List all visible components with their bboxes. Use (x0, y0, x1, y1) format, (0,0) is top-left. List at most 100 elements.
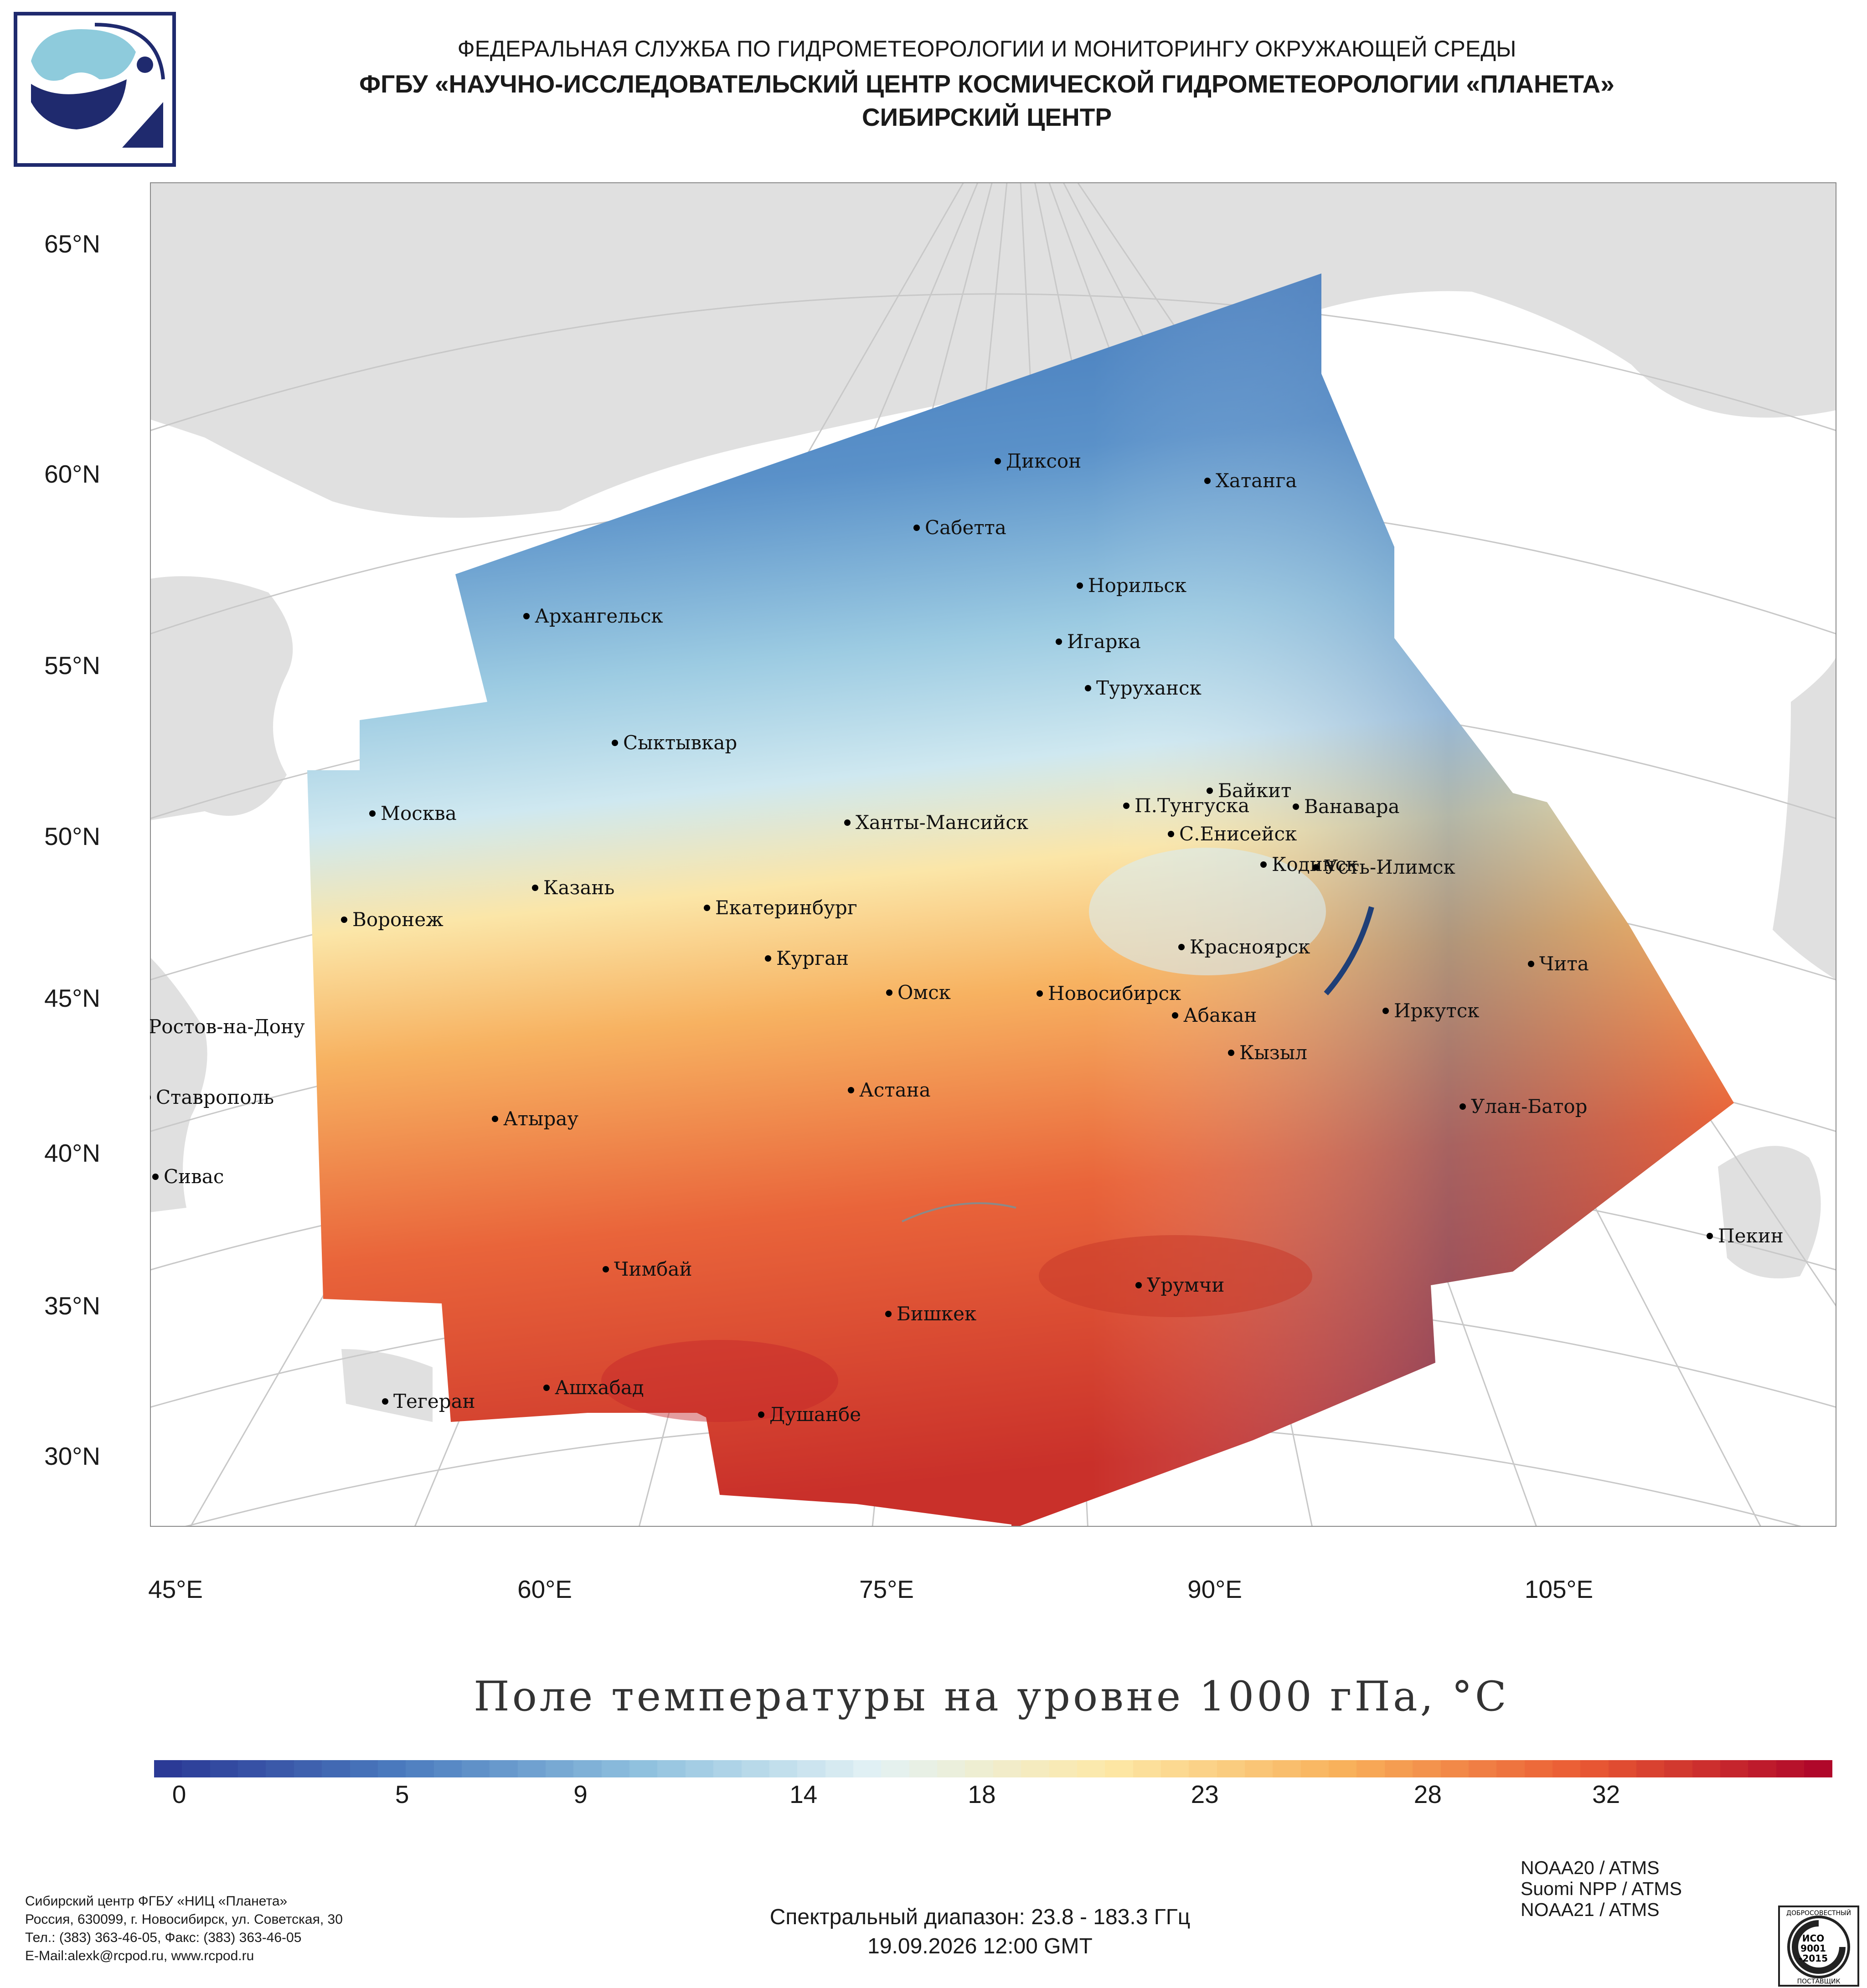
latitude-label: 35°N (44, 1292, 100, 1320)
colorbar-step (1105, 1760, 1133, 1777)
colorbar-step (1496, 1760, 1525, 1777)
latitude-label: 45°N (44, 984, 100, 1012)
colorbar-step (377, 1760, 406, 1777)
colorbar-step (573, 1760, 602, 1777)
city-name: Ванавара (1304, 795, 1400, 818)
center-title: ФГБУ «НАУЧНО-ИССЛЕДОВАТЕЛЬСКИЙ ЦЕНТР КОС… (359, 70, 1614, 98)
colorbar-step (965, 1760, 993, 1777)
city-name: Москва (381, 802, 457, 824)
colorbar-step (461, 1760, 490, 1777)
city-name: Душанбе (769, 1403, 861, 1426)
city-dot (341, 917, 347, 923)
colorbar-step (433, 1760, 462, 1777)
svg-text:ИСО: ИСО (1802, 1933, 1824, 1944)
city-marker: Ставрополь (150, 1086, 274, 1108)
city-name: Ставрополь (156, 1086, 274, 1108)
satellite-item: NOAA21 / ATMS (1521, 1899, 1660, 1920)
colorbar-step (1580, 1760, 1609, 1777)
city-dot (885, 1311, 892, 1317)
city-marker: П.Тунгуска (1123, 794, 1249, 817)
city-name: Чимбай (614, 1258, 692, 1280)
city-name: Сыктывкар (623, 731, 737, 754)
caucasus-land (150, 957, 207, 1212)
city-dot (1260, 861, 1267, 868)
city-dot (1207, 788, 1213, 794)
city-marker: Ханты-Мансийск (844, 811, 1028, 834)
city-dot (1123, 803, 1129, 809)
colorbar-step (210, 1760, 238, 1777)
city-name: Новосибирск (1048, 982, 1181, 1004)
colorbar-step (825, 1760, 853, 1777)
colorbar-step (322, 1760, 350, 1777)
city-name: Сабетта (925, 516, 1006, 539)
city-dot (1313, 864, 1319, 870)
colorbar-tick-label: 28 (1413, 1780, 1442, 1808)
satellite-item: Suomi NPP / ATMS (1521, 1878, 1682, 1899)
colorbar-tick-label: 5 (395, 1780, 409, 1808)
city-marker: Пекин (1707, 1225, 1784, 1247)
city-dot (1085, 685, 1091, 691)
colorbar-step (406, 1760, 434, 1777)
longitude-label: 45°E (148, 1575, 203, 1603)
contact-address: Сибирский центр ФГБУ «НИЦ «Планета» Росс… (25, 1892, 343, 1965)
colorbar-step (657, 1760, 686, 1777)
temperature-map: Диксон Хатанга Сабетта Норильск Архангельск И… (150, 182, 1836, 1527)
city-marker: Диксон (995, 450, 1081, 472)
city-marker: Байкит (1207, 779, 1291, 802)
city-marker: Казань (532, 876, 614, 899)
city-dot (1178, 944, 1185, 950)
colorbar-step (1021, 1760, 1049, 1777)
city-dot (1293, 803, 1299, 810)
city-name: Екатеринбург (715, 896, 857, 919)
city-name: Бишкек (897, 1303, 976, 1325)
spectral-range: Спектральный диапазон: 23.8 - 183.3 ГГц (769, 1905, 1191, 1929)
colorbar-step (1273, 1760, 1301, 1777)
longitude-label: 90°E (1187, 1575, 1242, 1603)
city-marker: Сивас (152, 1165, 224, 1188)
city-name: Диксон (1006, 450, 1081, 472)
east-asia-land (1773, 656, 1836, 980)
planeta-logo-icon (14, 12, 176, 167)
scandinavia-land (150, 576, 293, 820)
observation-datetime: 19.09.2026 12:00 GMT (867, 1934, 1093, 1958)
city-dot (523, 613, 530, 619)
satellite-list: NOAA20 / ATMS Suomi NPP / ATMS NOAA21 / … (1521, 1857, 1682, 1920)
city-dot (1037, 990, 1043, 997)
colorbar-step (769, 1760, 798, 1777)
city-marker: Курган (765, 947, 849, 969)
city-dot (532, 885, 538, 891)
city-marker: Чимбай (603, 1258, 692, 1280)
city-name: Атырау (503, 1107, 578, 1130)
city-name: Иркутск (1394, 999, 1479, 1022)
city-name: Чита (1539, 953, 1589, 975)
latitude-label: 55°N (44, 651, 100, 680)
colorbar-step (1468, 1760, 1497, 1777)
city-name: Тегеран (393, 1390, 475, 1412)
city-marker: Чита (1528, 953, 1589, 975)
iso-certificate-icon: ДОБРОСОВЕСТНЫЙ ИСО 9001 -2015 ПОСТАВЩИК (1778, 1906, 1859, 1987)
colorbar-step (350, 1760, 378, 1777)
colorbar-step (1664, 1760, 1692, 1777)
longitude-label: 60°E (517, 1575, 572, 1603)
city-name: С.Енисейск (1179, 823, 1297, 845)
colorbar-step (713, 1760, 742, 1777)
latitude-label: 65°N (44, 230, 100, 258)
city-name: Норильск (1088, 574, 1186, 597)
satellite-item: NOAA20 / ATMS (1521, 1857, 1660, 1878)
city-marker: Бишкек (885, 1303, 976, 1325)
city-dot (1460, 1103, 1466, 1110)
colorbar-step (629, 1760, 658, 1777)
colorbar-step (1189, 1760, 1217, 1777)
colorbar-step (1077, 1760, 1105, 1777)
city-name: Абакан (1183, 1004, 1257, 1026)
colorbar-step (182, 1760, 210, 1777)
city-marker: Новосибирск (1037, 982, 1181, 1004)
colorbar (154, 1760, 1832, 1777)
city-dot (1528, 961, 1534, 967)
address-line: Тел.: (383) 363-46-05, Факс: (383) 363-4… (25, 1930, 302, 1945)
colorbar-step (1552, 1760, 1581, 1777)
colorbar-step (1748, 1760, 1776, 1777)
colorbar-step (601, 1760, 630, 1777)
latitude-label: 60°N (44, 460, 100, 488)
colorbar-step (853, 1760, 882, 1777)
